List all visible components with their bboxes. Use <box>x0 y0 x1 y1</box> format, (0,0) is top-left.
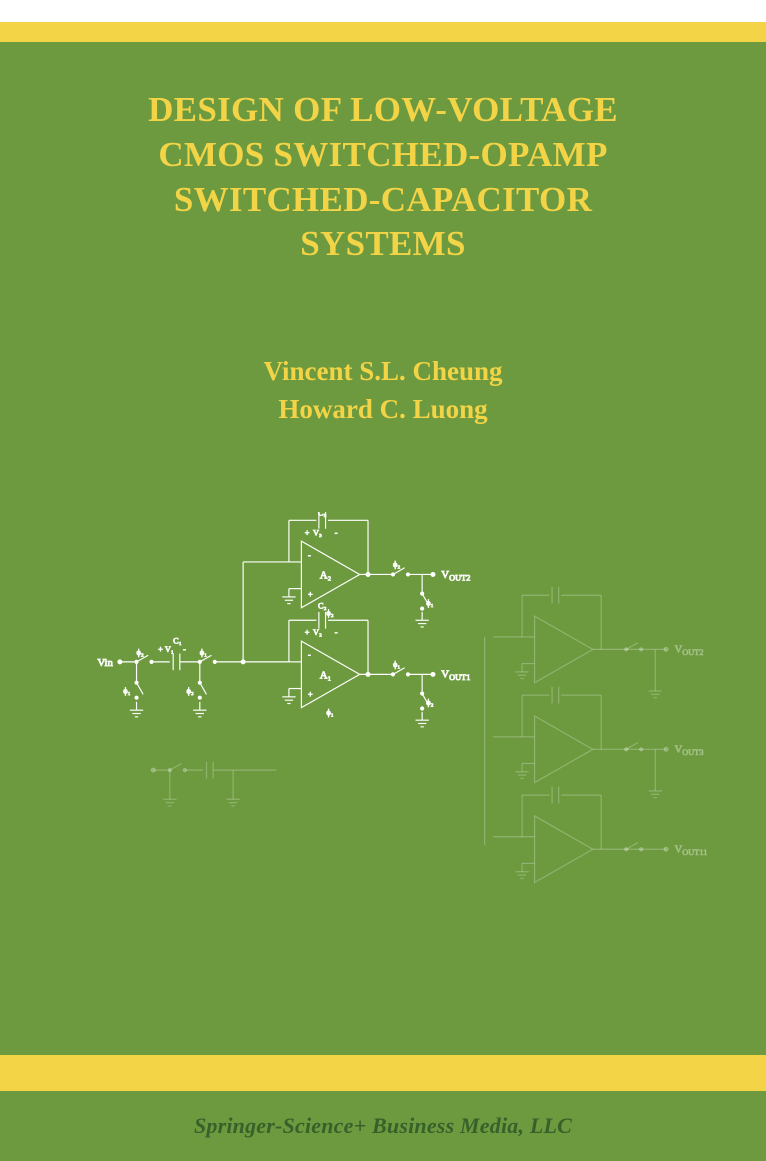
svg-text:ϕ₁: ϕ₁ <box>123 687 130 696</box>
author-2: Howard C. Luong <box>0 391 766 429</box>
main-panel: DESIGN OF LOW-VOLTAGE CMOS SWITCHED-OPAM… <box>0 42 766 1055</box>
svg-text:VOUT2: VOUT2 <box>674 644 703 657</box>
author-1: Vincent S.L. Cheung <box>0 353 766 391</box>
svg-text:-: - <box>308 651 311 660</box>
svg-text:ϕ₁: ϕ₁ <box>426 598 433 607</box>
yellow-bar-bottom <box>0 1055 766 1091</box>
book-cover: DESIGN OF LOW-VOLTAGE CMOS SWITCHED-OPAM… <box>0 0 766 1161</box>
yellow-bar-top <box>0 22 766 42</box>
title-line-2: CMOS SWITCHED-OPAMP <box>40 133 726 178</box>
svg-text:ϕ₂: ϕ₂ <box>186 687 193 696</box>
svg-text:ϕ₁: ϕ₁ <box>326 708 333 717</box>
svg-text:V₂: V₂ <box>313 628 322 637</box>
svg-text:C₂: C₂ <box>318 602 327 611</box>
svg-text:C₃: C₃ <box>318 512 327 517</box>
svg-text:VOUT2: VOUT2 <box>441 569 470 582</box>
svg-text:ϕ₂: ϕ₂ <box>393 560 400 569</box>
svg-text:ϕ₁: ϕ₁ <box>393 660 400 669</box>
svg-text:+: + <box>305 628 310 637</box>
publisher-band: Springer-Science+ Business Media, LLC <box>0 1091 766 1161</box>
svg-text:V₁: V₁ <box>165 645 174 654</box>
svg-text:+: + <box>305 528 310 537</box>
svg-text:-: - <box>335 628 338 637</box>
svg-text:A₂: A₂ <box>320 570 332 582</box>
svg-text:VOUT11: VOUT11 <box>674 844 707 857</box>
svg-text:V₃: V₃ <box>313 528 322 537</box>
svg-text:+: + <box>308 590 313 599</box>
title-line-1: DESIGN OF LOW-VOLTAGE <box>40 88 726 133</box>
svg-text:C₁: C₁ <box>173 637 182 646</box>
vin-label: Vin <box>97 657 113 669</box>
circuit-svg: Vin ϕ₂ ϕ₁ C₁ + V₁ - <box>30 512 756 945</box>
title-line-3: SWITCHED-CAPACITOR <box>40 178 726 223</box>
svg-text:+: + <box>308 690 313 699</box>
book-title: DESIGN OF LOW-VOLTAGE CMOS SWITCHED-OPAM… <box>0 42 766 267</box>
svg-text:-: - <box>335 528 338 537</box>
svg-text:ϕ₂: ϕ₂ <box>426 698 433 707</box>
svg-text:ϕ₂: ϕ₂ <box>137 648 144 657</box>
circuit-diagram: Vin ϕ₂ ϕ₁ C₁ + V₁ - <box>30 512 756 945</box>
svg-text:VOUT1: VOUT1 <box>441 669 470 682</box>
authors: Vincent S.L. Cheung Howard C. Luong <box>0 267 766 429</box>
svg-text:VOUT3: VOUT3 <box>674 744 703 757</box>
svg-text:-: - <box>183 645 186 654</box>
top-white-strip <box>0 0 766 22</box>
svg-text:+: + <box>158 645 163 654</box>
svg-text:ϕ₂: ϕ₂ <box>326 608 333 617</box>
svg-text:A₁: A₁ <box>320 670 332 682</box>
svg-text:-: - <box>308 551 311 560</box>
svg-text:ϕ₁: ϕ₁ <box>200 648 207 657</box>
title-line-4: SYSTEMS <box>40 222 726 267</box>
publisher-text: Springer-Science+ Business Media, LLC <box>194 1113 572 1139</box>
